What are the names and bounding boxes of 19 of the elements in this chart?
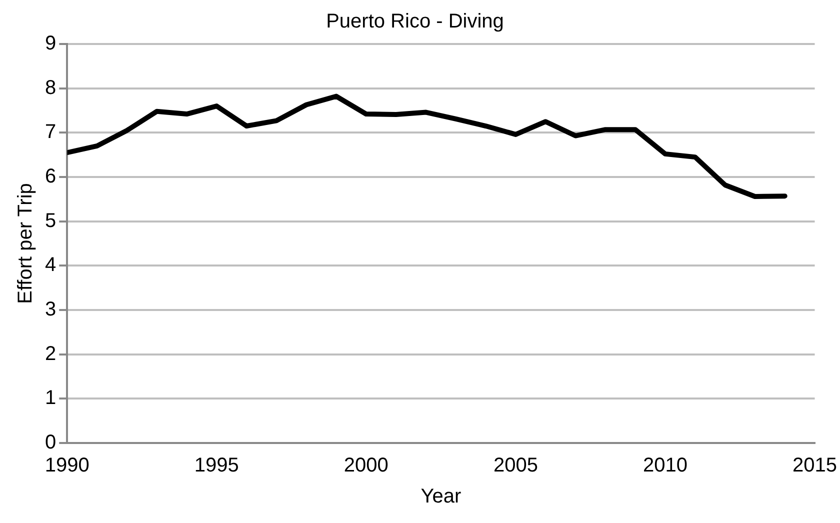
y-tick-label: 5	[45, 210, 56, 232]
y-tick-label: 4	[45, 254, 56, 276]
y-axis-title: Effort per Trip	[14, 183, 37, 304]
x-axis-title: Year	[420, 486, 462, 508]
y-tick-label: 3	[45, 298, 56, 321]
x-tick-label: 2010	[642, 454, 688, 477]
y-tick-label: 1	[45, 387, 56, 410]
y-tick-label: 6	[45, 166, 56, 188]
y-tick-label: 7	[45, 121, 56, 144]
x-tick-label: 2000	[344, 454, 388, 477]
x-tick-label: 2015	[792, 454, 838, 477]
chart-title: Puerto Rico - Diving	[326, 10, 504, 33]
y-tick-label: 0	[45, 432, 56, 454]
y-tick-label: 8	[45, 76, 56, 99]
x-tick-label: 1995	[194, 454, 239, 477]
y-tick-label: 2	[45, 342, 56, 365]
x-tick-label: 1990	[44, 454, 90, 477]
y-tick-label: 9	[45, 32, 56, 55]
x-tick-label: 2005	[493, 454, 538, 477]
